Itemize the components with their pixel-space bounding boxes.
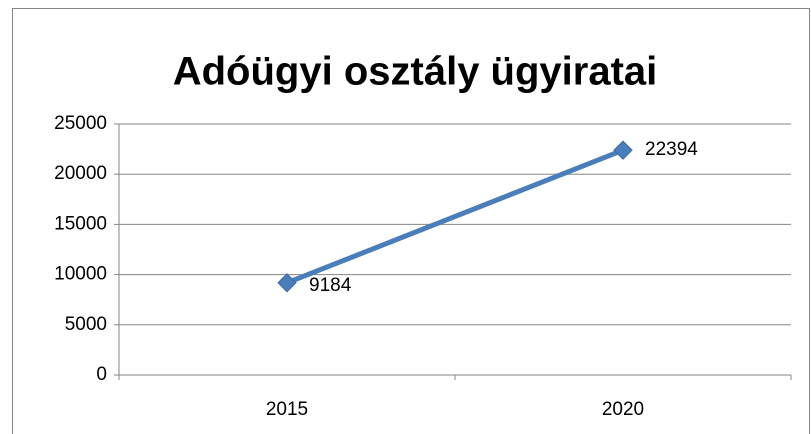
y-tick-label: 15000 [54,213,107,234]
data-label: 9184 [309,275,352,296]
marker [277,273,297,293]
line [284,147,626,286]
chart-title: Adóügyi osztály ügyiratai [173,50,658,94]
chart-frame [12,8,810,434]
y-tick-label: 0 [96,364,107,385]
data-label: 22394 [645,139,698,160]
x-tick-label: 2015 [266,399,308,420]
y-tick-label: 5000 [65,314,107,335]
y-tick-label: 25000 [54,113,107,134]
y-tick-label: 10000 [54,264,107,285]
y-tick-label: 20000 [54,163,107,184]
x-tick-label: 2020 [602,399,644,420]
marker [613,140,633,160]
